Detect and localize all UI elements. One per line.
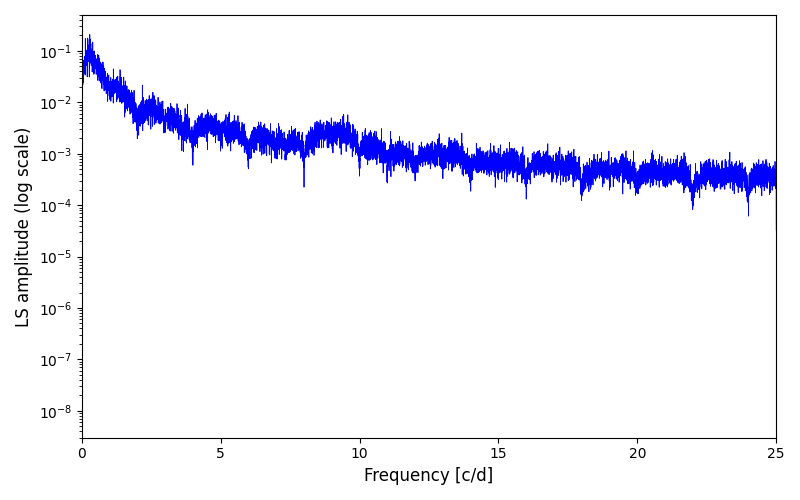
Y-axis label: LS amplitude (log scale): LS amplitude (log scale) xyxy=(15,126,33,326)
X-axis label: Frequency [c/d]: Frequency [c/d] xyxy=(364,467,494,485)
